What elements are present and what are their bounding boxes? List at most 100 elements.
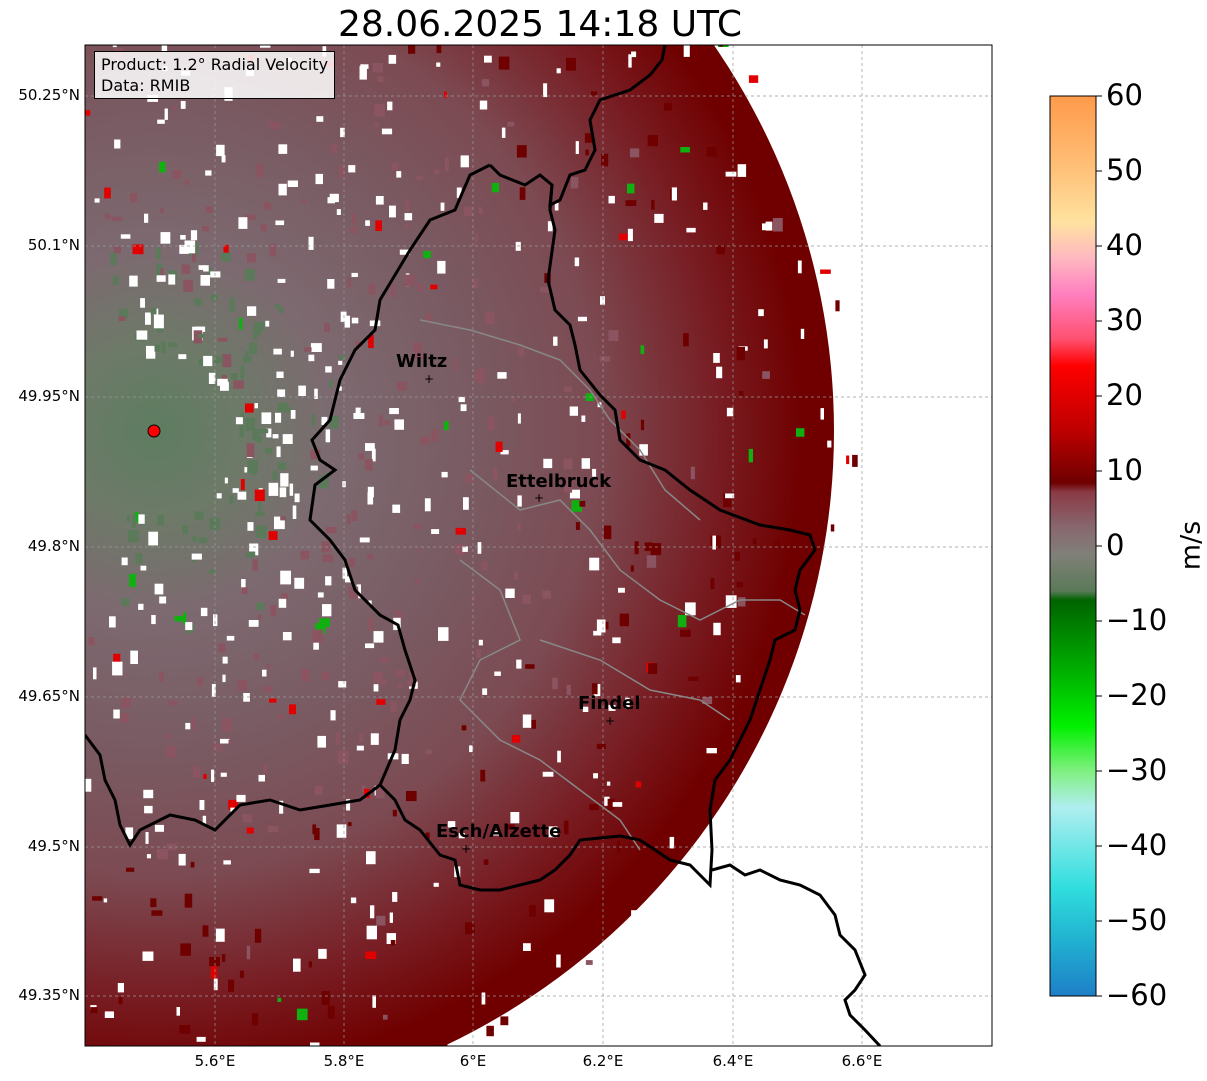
velocity-bin	[290, 410, 296, 419]
velocity-bin	[94, 198, 100, 203]
velocity-bin	[313, 640, 319, 650]
velocity-bin	[15, 929, 23, 935]
velocity-bin	[487, 416, 495, 431]
velocity-bin	[494, 671, 501, 676]
velocity-bin	[389, 205, 396, 218]
velocity-bin	[455, 527, 466, 535]
velocity-bin	[389, 912, 393, 923]
velocity-bin	[392, 892, 398, 902]
velocity-bin	[518, 347, 525, 357]
velocity-bin	[104, 187, 111, 199]
velocity-bin	[248, 620, 259, 627]
velocity-bin	[140, 298, 145, 308]
velocity-bin	[113, 246, 121, 254]
velocity-bin	[430, 1033, 436, 1046]
velocity-bin	[348, 586, 359, 599]
velocity-bin	[180, 101, 186, 109]
velocity-bin	[522, 594, 531, 605]
velocity-bin	[677, 614, 687, 628]
velocity-bin	[200, 275, 210, 286]
velocity-bin	[85, 778, 92, 792]
velocity-bin	[433, 882, 439, 887]
velocity-bin	[238, 217, 248, 229]
velocity-bin	[553, 336, 558, 346]
velocity-bin	[118, 316, 126, 321]
velocity-bin	[491, 182, 499, 193]
velocity-bin	[763, 339, 768, 349]
velocity-bin	[774, 539, 780, 548]
velocity-bin	[75, 51, 82, 61]
velocity-bin	[247, 522, 254, 531]
velocity-bin	[172, 105, 177, 110]
velocity-bin	[184, 893, 193, 908]
velocity-bin	[220, 252, 231, 262]
velocity-bin	[278, 144, 288, 154]
velocity-bin	[222, 674, 226, 683]
velocity-bin	[104, 213, 111, 220]
velocity-bin	[441, 471, 448, 478]
velocity-bin	[191, 536, 198, 542]
velocity-bin	[478, 639, 483, 646]
velocity-bin	[604, 621, 609, 630]
velocity-bin	[261, 412, 272, 424]
velocity-bin	[322, 604, 332, 617]
velocity-bin	[654, 213, 664, 223]
velocity-bin	[570, 176, 579, 189]
velocity-bin	[256, 163, 264, 177]
velocity-bin	[254, 321, 265, 331]
velocity-bin	[310, 343, 322, 352]
velocity-bin	[275, 412, 282, 423]
velocity-bin	[479, 100, 488, 110]
velocity-bin	[493, 467, 498, 481]
velocity-bin	[554, 203, 559, 211]
velocity-bin	[336, 209, 341, 215]
velocity-bin	[418, 282, 424, 292]
velocity-bin	[179, 1025, 191, 1034]
velocity-bin	[156, 263, 163, 277]
velocity-bin	[650, 543, 662, 556]
velocity-bin	[401, 753, 409, 764]
velocity-bin	[437, 1043, 448, 1046]
velocity-bin	[814, 425, 822, 435]
velocity-bin	[347, 822, 352, 827]
velocity-bin	[765, 221, 773, 231]
velocity-bin	[443, 421, 449, 431]
velocity-bin	[589, 557, 600, 571]
velocity-bin	[820, 269, 831, 274]
velocity-bin	[241, 587, 248, 595]
velocity-bin	[268, 531, 278, 540]
velocity-bin	[589, 803, 599, 811]
velocity-bin	[93, 667, 97, 680]
velocity-bin	[252, 1013, 259, 1026]
velocity-bin	[262, 686, 273, 693]
velocity-bin	[247, 306, 257, 316]
velocity-bin	[389, 408, 399, 415]
velocity-bin	[351, 510, 358, 521]
velocity-bin	[384, 420, 390, 426]
velocity-bin	[514, 571, 519, 580]
velocity-bin	[191, 716, 196, 730]
velocity-bin	[478, 207, 483, 214]
velocity-bin	[327, 197, 335, 204]
border-de-north	[488, 45, 667, 208]
velocity-bin	[625, 200, 637, 206]
velocity-bin	[380, 679, 387, 686]
velocity-bin	[348, 557, 356, 567]
velocity-bin	[216, 144, 225, 157]
velocity-bin	[423, 14, 427, 24]
velocity-bin	[517, 413, 521, 424]
velocity-bin	[213, 614, 218, 627]
velocity-bin	[542, 771, 554, 777]
velocity-bin	[176, 1007, 180, 1016]
velocity-bin	[43, 1075, 53, 1081]
velocity-bin	[202, 925, 209, 937]
velocity-bin	[257, 614, 262, 620]
colorbar-tick-label: 60	[1106, 78, 1143, 112]
velocity-bin	[365, 643, 375, 649]
velocity-bin	[90, 1007, 98, 1014]
product-info-box: Product: 1.2° Radial Velocity Data: RMIB	[94, 51, 336, 99]
velocity-bin	[311, 414, 315, 427]
velocity-bin	[228, 979, 235, 992]
velocity-bin	[423, 250, 431, 259]
